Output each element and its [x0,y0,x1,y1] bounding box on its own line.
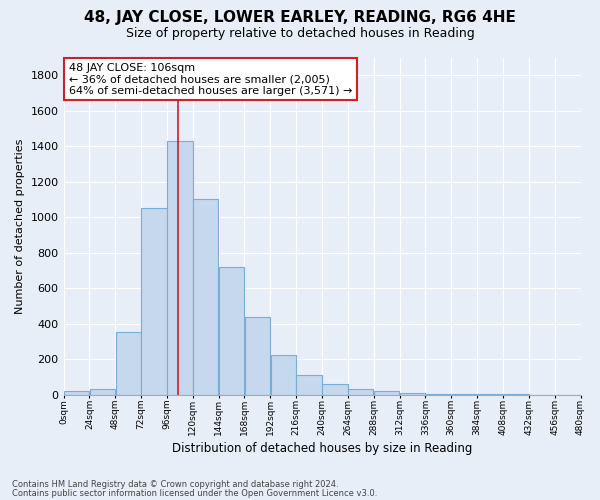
Bar [219,267,244,394]
Bar [193,200,218,394]
Bar [322,384,347,394]
Text: Contains HM Land Registry data © Crown copyright and database right 2024.: Contains HM Land Registry data © Crown c… [12,480,338,489]
Bar [245,318,270,394]
Bar [142,208,167,394]
Bar [296,375,322,394]
Text: 48, JAY CLOSE, LOWER EARLEY, READING, RG6 4HE: 48, JAY CLOSE, LOWER EARLEY, READING, RG… [84,10,516,25]
Bar [64,391,89,394]
X-axis label: Distribution of detached houses by size in Reading: Distribution of detached houses by size … [172,442,472,455]
Bar [116,332,141,394]
Bar [271,354,296,395]
Text: 48 JAY CLOSE: 106sqm
← 36% of detached houses are smaller (2,005)
64% of semi-de: 48 JAY CLOSE: 106sqm ← 36% of detached h… [69,62,352,96]
Text: Size of property relative to detached houses in Reading: Size of property relative to detached ho… [125,28,475,40]
Bar [400,392,425,394]
Bar [374,391,399,394]
Bar [348,389,373,394]
Y-axis label: Number of detached properties: Number of detached properties [15,138,25,314]
Bar [89,389,115,394]
Bar [167,141,193,395]
Text: Contains public sector information licensed under the Open Government Licence v3: Contains public sector information licen… [12,488,377,498]
